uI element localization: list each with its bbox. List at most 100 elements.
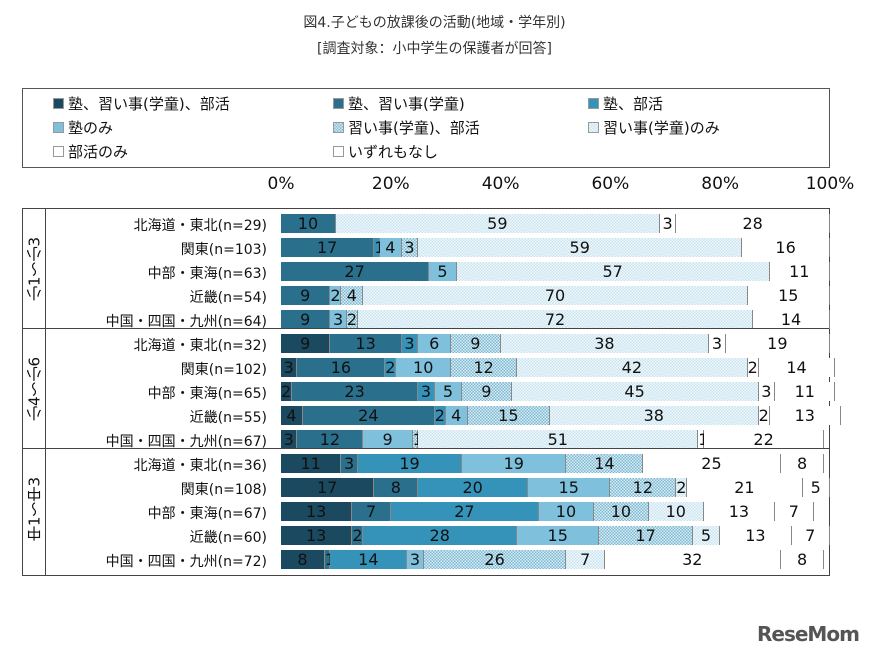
x-tick-label: 0% xyxy=(267,174,295,194)
bar-segment: 28 xyxy=(363,526,518,545)
bar-segment: 13 xyxy=(281,502,353,521)
bar-segment: 59 xyxy=(335,214,660,233)
bar-segment: 3 xyxy=(407,550,424,569)
bar-segment: 11 xyxy=(775,382,836,401)
bar-segment: 10 xyxy=(281,214,336,233)
bar-segment: 12 xyxy=(451,358,518,377)
bar-segment: 26 xyxy=(423,550,567,569)
bar-segment: 9 xyxy=(451,334,501,353)
legend-label: 習い事(学童)、部活 xyxy=(348,119,480,137)
bar-segment: 3 xyxy=(709,334,726,353)
bar-segment: 13 xyxy=(281,526,353,545)
group-label: 中1～中3 xyxy=(25,476,44,542)
resemom-logo: ReseMom xyxy=(757,622,860,646)
category-label: 近畿(n=54) xyxy=(189,290,267,306)
bar-segment: 3 xyxy=(660,214,677,233)
bar-segment: 1 xyxy=(412,430,423,449)
bar-segment: 5 xyxy=(692,526,721,545)
bar-segment: 15 xyxy=(517,526,600,545)
bar-segment: 2 xyxy=(676,478,688,497)
x-tick-label: 80% xyxy=(701,174,740,194)
bar-segment: 20 xyxy=(418,478,529,497)
legend-item: 塾、習い事(学童) xyxy=(333,93,465,114)
bar-segment: 2 xyxy=(352,526,364,545)
legend-swatch xyxy=(53,98,64,109)
bar-segment: 15 xyxy=(528,478,611,497)
bar-segment: 70 xyxy=(363,286,748,305)
bar-segment: 14 xyxy=(753,310,830,329)
legend-item: 部活のみ xyxy=(53,141,128,162)
x-tick-label: 100% xyxy=(805,174,855,194)
category-label: 中部・東海(n=65) xyxy=(147,386,267,402)
category-label: 中国・四国・九州(n=64) xyxy=(105,314,267,330)
category-label: 関東(n=102) xyxy=(180,362,267,378)
bar-segment: 13 xyxy=(720,526,792,545)
bar-segment: 1 xyxy=(374,238,385,257)
bar-segment: 17 xyxy=(281,478,375,497)
bar-segment: 7 xyxy=(352,502,391,521)
bar-segment: 12 xyxy=(610,478,677,497)
bar-segment: 22 xyxy=(703,430,825,449)
bar-segment: 21 xyxy=(687,478,803,497)
legend-swatch xyxy=(333,98,344,109)
bar-segment: 10 xyxy=(396,358,452,377)
bar-segment: 11 xyxy=(769,262,830,281)
bar-segment: 2 xyxy=(747,358,759,377)
bar-segment: 19 xyxy=(462,454,567,473)
category-label: 関東(n=108) xyxy=(180,482,267,498)
bar-segment: 38 xyxy=(550,406,759,425)
bar-segment: 13 xyxy=(704,502,776,521)
bar-segment: 3 xyxy=(330,310,347,329)
bar-segment: 16 xyxy=(297,358,386,377)
bar-segment: 23 xyxy=(291,382,419,401)
bar-segment: 13 xyxy=(769,406,841,425)
category-label: 近畿(n=55) xyxy=(189,410,267,426)
bar-segment: 10 xyxy=(648,502,704,521)
bar-segment: 7 xyxy=(566,550,605,569)
bar-segment: 9 xyxy=(363,430,413,449)
chart-subtitle: [調査対象：小中学生の保護者が回答] xyxy=(317,41,552,57)
legend-item: 習い事(学童)、部活 xyxy=(333,117,480,138)
legend-label: いずれもなし xyxy=(348,143,439,161)
bar-segment: 5 xyxy=(429,262,457,281)
bar-segment: 10 xyxy=(593,502,649,521)
bar-segment: 9 xyxy=(281,334,331,353)
legend-label: 塾、部活 xyxy=(603,95,664,113)
bar-segment: 12 xyxy=(297,430,364,449)
bar-segment: 2 xyxy=(385,358,397,377)
bar-segment: 14 xyxy=(566,454,644,473)
bar-segment: 10 xyxy=(539,502,594,521)
category-label: 近畿(n=60) xyxy=(189,530,267,546)
bar-segment: 4 xyxy=(379,238,402,257)
legend-swatch xyxy=(53,122,64,133)
bar-segment: 3 xyxy=(418,382,435,401)
bar-segment: 4 xyxy=(341,286,364,305)
bar-segment: 42 xyxy=(517,358,748,377)
bar-segment: 51 xyxy=(418,430,699,449)
bar-segment: 3 xyxy=(759,382,776,401)
bar-segment: 7 xyxy=(775,502,814,521)
bar-segment: 5 xyxy=(434,382,463,401)
divider xyxy=(23,328,829,329)
bar-segment: 4 xyxy=(445,406,468,425)
divider xyxy=(23,448,829,449)
bar-segment: 2 xyxy=(434,406,446,425)
bar-segment: 2 xyxy=(346,310,358,329)
legend-swatch xyxy=(333,122,344,133)
legend-label: 塾、習い事(学童) xyxy=(348,95,465,113)
bar-segment: 19 xyxy=(357,454,463,473)
bar-segment: 9 xyxy=(462,382,512,401)
bar-segment: 17 xyxy=(281,238,375,257)
chart-title: 図4.子どもの放課後の活動(地域・学年別) xyxy=(303,15,566,31)
legend-label: 塾のみ xyxy=(68,119,114,137)
bar-segment: 32 xyxy=(605,550,781,569)
bar-segment: 57 xyxy=(456,262,770,281)
bar-segment: 1 xyxy=(698,430,708,449)
bar-segment: 15 xyxy=(467,406,550,425)
legend-item: 習い事(学童)のみ xyxy=(588,117,720,138)
x-tick-label: 40% xyxy=(481,174,520,194)
bar-segment: 8 xyxy=(780,550,825,569)
category-label: 北海道・東北(n=29) xyxy=(133,218,267,234)
bar-segment: 2 xyxy=(758,406,770,425)
bar-segment: 25 xyxy=(643,454,781,473)
